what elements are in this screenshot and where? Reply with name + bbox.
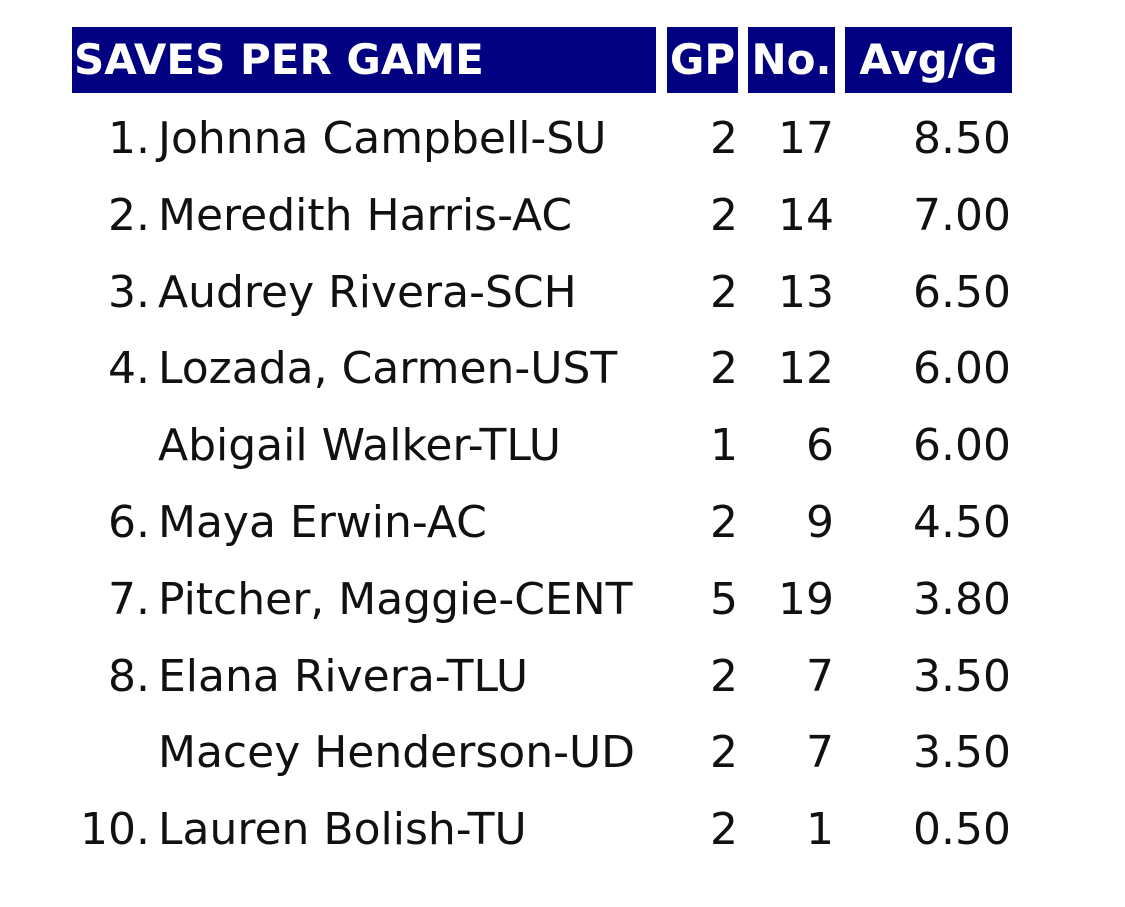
no-cell: 7 xyxy=(806,727,834,779)
name-cell: Abigail Walker-TLU xyxy=(158,420,561,472)
name-cell: Meredith Harris-AC xyxy=(158,189,573,241)
gp-cell: 2 xyxy=(710,804,738,856)
gp-cell: 2 xyxy=(710,650,738,702)
avg-cell: 6.00 xyxy=(913,343,1011,395)
avg-cell: 0.50 xyxy=(913,804,1011,856)
gp-cell: 2 xyxy=(710,727,738,779)
name-cell: Lozada, Carmen-UST xyxy=(158,343,618,395)
rank-cell: 1. xyxy=(108,113,150,164)
gp-cell: 2 xyxy=(710,113,738,164)
no-cell: 1 xyxy=(806,804,834,856)
rank-cell: 8. xyxy=(108,650,150,702)
no-cell: 13 xyxy=(778,266,834,318)
rank-cell: 10. xyxy=(80,804,150,856)
header-cell: SAVES PER GAME xyxy=(72,27,656,93)
name-cell: Audrey Rivera-SCH xyxy=(158,266,577,318)
name-cell: Macey Henderson-UD xyxy=(158,727,636,779)
gp-cell: 2 xyxy=(710,189,738,241)
header-cell: Avg/G xyxy=(845,27,1012,93)
avg-cell: 3.80 xyxy=(913,573,1011,625)
header-cell: GP xyxy=(667,27,738,93)
name-cell: Elana Rivera-TLU xyxy=(158,650,529,702)
avg-cell: 3.50 xyxy=(913,727,1011,779)
avg-cell: 6.50 xyxy=(913,266,1011,318)
gp-cell: 2 xyxy=(710,497,738,548)
name-cell: Maya Erwin-AC xyxy=(158,497,487,548)
avg-cell: 6.00 xyxy=(913,420,1011,472)
no-cell: 12 xyxy=(778,343,834,395)
name-cell: Pitcher, Maggie-CENT xyxy=(158,573,633,625)
no-cell: 14 xyxy=(778,189,834,241)
name-cell: Lauren Bolish-TU xyxy=(158,804,527,856)
avg-cell: 4.50 xyxy=(913,497,1011,548)
no-cell: 9 xyxy=(806,497,834,548)
rank-cell: 2. xyxy=(108,189,150,241)
header-cell: No. xyxy=(748,27,835,93)
rank-cell: 6. xyxy=(108,497,150,548)
rank-cell: 7. xyxy=(108,573,150,625)
no-cell: 19 xyxy=(778,573,834,625)
gp-cell: 2 xyxy=(710,343,738,395)
avg-cell: 7.00 xyxy=(913,189,1011,241)
avg-cell: 8.50 xyxy=(913,113,1011,164)
name-cell: Johnna Campbell-SU xyxy=(158,113,607,164)
gp-cell: 2 xyxy=(710,266,738,318)
no-cell: 7 xyxy=(806,650,834,702)
rank-cell: 3. xyxy=(108,266,150,318)
gp-cell: 1 xyxy=(710,420,738,472)
gp-cell: 5 xyxy=(710,573,738,625)
no-cell: 6 xyxy=(806,420,834,472)
rank-cell: 4. xyxy=(108,343,150,395)
avg-cell: 3.50 xyxy=(913,650,1011,702)
no-cell: 17 xyxy=(778,113,834,164)
